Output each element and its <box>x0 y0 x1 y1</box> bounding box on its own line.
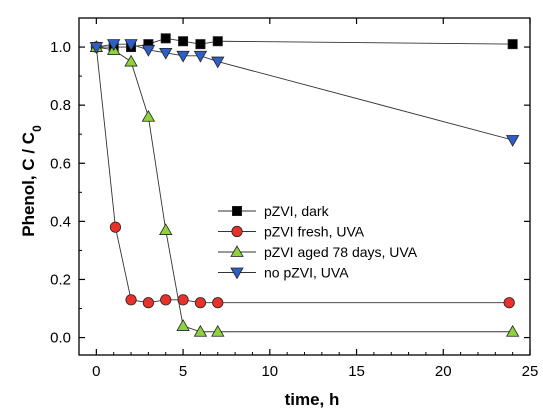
y-tick-label: 0.0 <box>50 330 71 347</box>
data-point <box>141 109 156 122</box>
y-tick-label: 0.6 <box>50 155 71 172</box>
data-point <box>124 39 138 51</box>
data-point <box>141 45 156 57</box>
y-tick-label: 0.4 <box>50 213 71 230</box>
data-point <box>193 324 208 337</box>
legend-label: no pZVI, UVA <box>264 265 349 281</box>
data-point <box>194 297 207 309</box>
legend-marker <box>231 205 242 216</box>
data-point <box>505 135 520 147</box>
data-point <box>159 223 173 235</box>
legend-item-2: pZVI aged 78 days, UVA <box>218 244 418 260</box>
data-point <box>176 50 190 63</box>
data-point <box>505 324 520 337</box>
data-point <box>107 39 121 51</box>
data-point <box>211 324 225 337</box>
x-tick-label: 10 <box>261 363 278 380</box>
legend-item-3: no pZVI, UVA <box>218 265 349 281</box>
data-point <box>109 221 122 233</box>
y-tick-label: 0.8 <box>50 97 71 114</box>
legend-marker <box>230 245 244 257</box>
data-point <box>89 42 104 54</box>
y-axis-title-main: Phenol, C / C <box>19 132 38 237</box>
series-group <box>89 33 520 337</box>
legend: pZVI, dark pZVI fresh, UVA pZVI aged 78 da… <box>218 203 418 281</box>
series-line <box>96 37 513 48</box>
x-tick-label: 15 <box>348 363 365 380</box>
x-tick-label: 5 <box>179 363 187 380</box>
data-point <box>211 56 225 69</box>
y-axis-title: Phenol, C / C0 <box>19 125 44 237</box>
legend-label: pZVI, dark <box>264 203 330 219</box>
x-tick-label: 25 <box>522 363 539 380</box>
y-tick-label: 1.0 <box>50 39 71 56</box>
x-tick-label: 20 <box>435 363 452 380</box>
data-point <box>178 36 189 47</box>
data-point <box>160 33 171 44</box>
x-tick-label: 0 <box>92 363 100 380</box>
data-point <box>142 297 154 309</box>
legend-item-0: pZVI, dark <box>218 203 330 219</box>
y-tick-label: 0.2 <box>50 271 71 288</box>
series-line <box>96 43 513 141</box>
series-3 <box>89 39 520 147</box>
data-point <box>125 294 137 306</box>
data-point <box>507 39 518 50</box>
axes: 0 5 10 15 20 25 0.0 0.2 0.4 0.6 0.8 1.0 <box>50 18 538 380</box>
data-point <box>177 294 189 306</box>
legend-marker <box>231 225 243 238</box>
data-point <box>160 294 172 306</box>
legend-item-1: pZVI fresh, UVA <box>218 224 365 240</box>
series-1 <box>90 41 515 309</box>
data-point <box>193 50 208 63</box>
data-point <box>503 297 515 309</box>
data-point <box>212 297 224 309</box>
data-point <box>159 47 173 60</box>
x-axis-title: time, h <box>285 390 340 409</box>
series-line <box>96 46 513 333</box>
series-2 <box>89 40 520 337</box>
legend-label: pZVI aged 78 days, UVA <box>264 244 418 260</box>
data-point <box>212 36 223 47</box>
series-0 <box>91 33 518 53</box>
legend-marker <box>230 267 244 280</box>
y-axis-title-subscript: 0 <box>30 125 44 132</box>
data-point <box>176 319 190 331</box>
data-point <box>124 54 138 67</box>
legend-label: pZVI fresh, UVA <box>264 224 365 240</box>
data-point <box>195 39 206 50</box>
